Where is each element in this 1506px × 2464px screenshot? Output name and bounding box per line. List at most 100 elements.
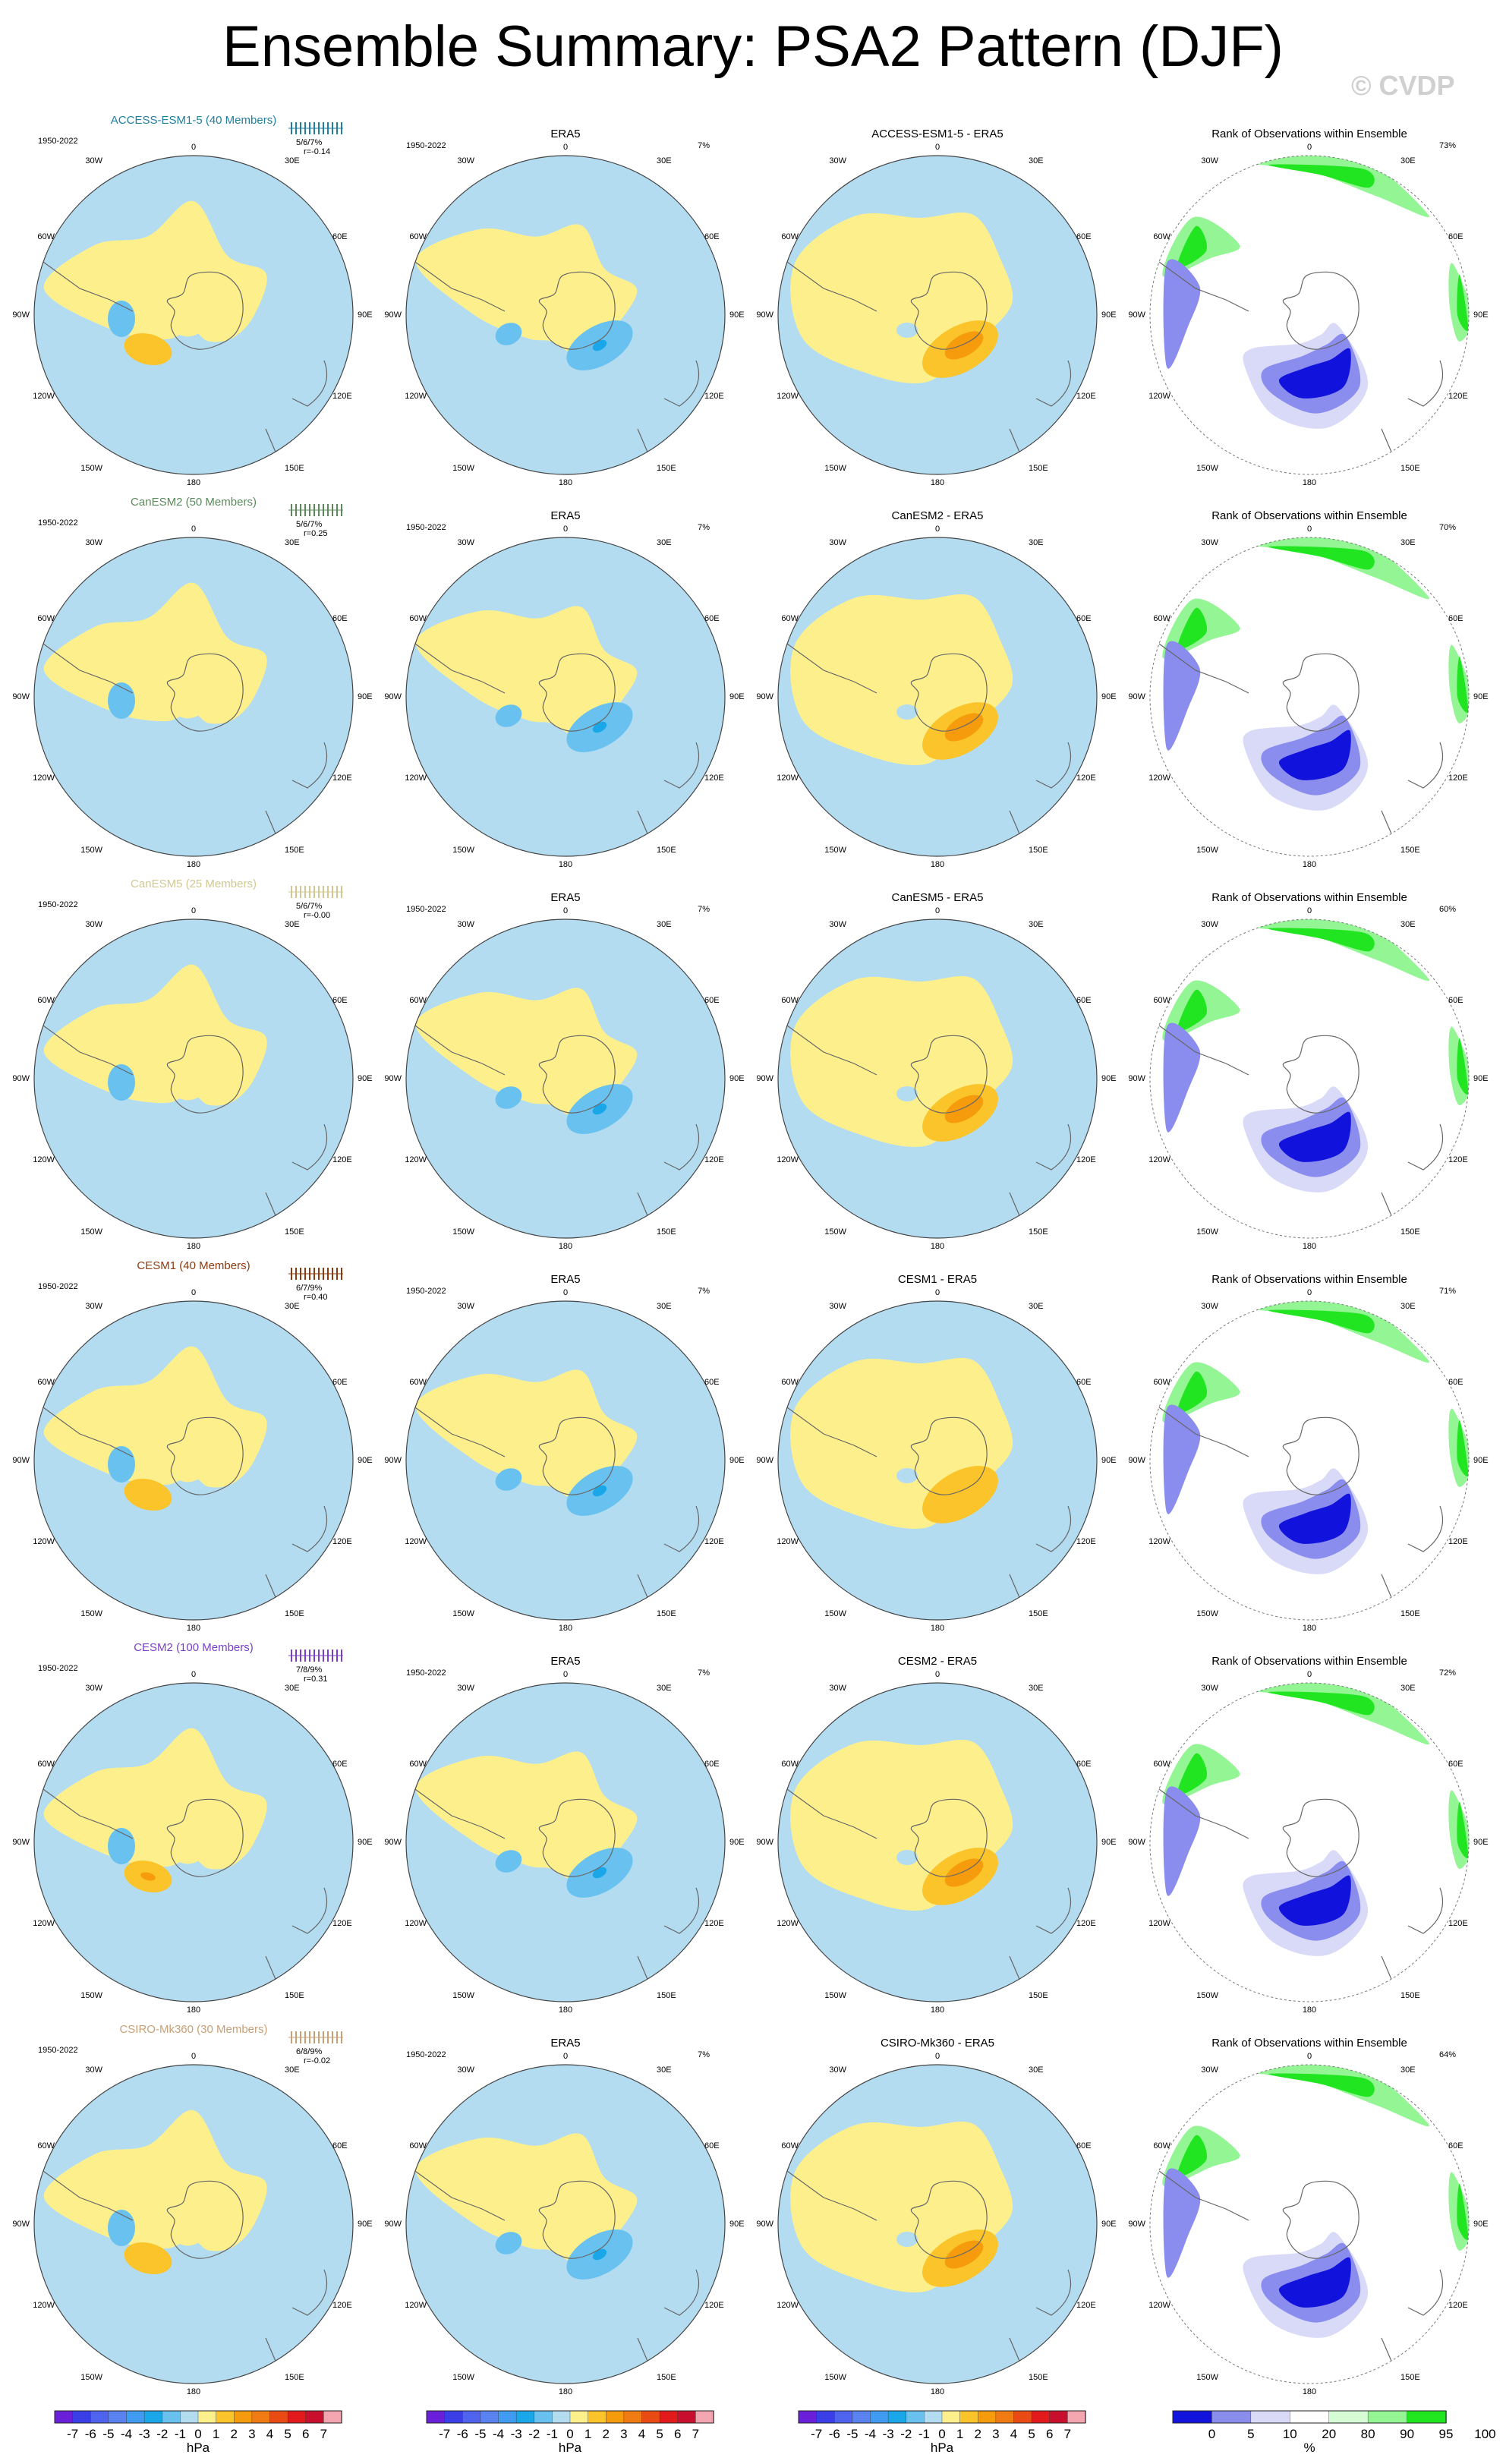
rank-field bbox=[1150, 1683, 1469, 2002]
longitude-label: 120W bbox=[1148, 1919, 1170, 1928]
colorbar-swatch bbox=[695, 2410, 714, 2424]
longitude-label: 30E bbox=[285, 2065, 300, 2075]
colorbar-tick-label: -6 bbox=[457, 2427, 468, 2441]
longitude-label: 60W bbox=[409, 614, 427, 623]
longitude-label: 90E bbox=[1101, 1456, 1117, 1465]
colorbar-swatch bbox=[126, 2410, 145, 2424]
colorbar-tick-label: 2 bbox=[603, 2427, 610, 2441]
rank-high-core bbox=[1457, 2183, 1469, 2240]
colorbar-swatch bbox=[108, 2410, 128, 2424]
pct-variance-label: 5/6/7% bbox=[296, 520, 322, 529]
positive-anomaly-region bbox=[157, 661, 228, 719]
negative-anomaly-core bbox=[495, 1086, 522, 1109]
colorbar-tick-label: -5 bbox=[846, 2427, 858, 2441]
colorbar-tick-label: -7 bbox=[67, 2427, 78, 2441]
map-boundary bbox=[777, 155, 1098, 475]
longitude-label: 30E bbox=[285, 1684, 300, 1693]
longitude-label: 90W bbox=[756, 692, 773, 701]
antarctica-coastline bbox=[910, 653, 988, 732]
longitude-label: 90W bbox=[384, 2220, 402, 2229]
australia-coastline bbox=[663, 1505, 700, 1552]
era5-panel: ERA5 1950-2022 7% 0 30W 30E 60W 60E 90W 90E 120W 12… bbox=[384, 891, 744, 1251]
new-zealand-coastline bbox=[1381, 1955, 1394, 1983]
south-america-coastline bbox=[409, 2166, 506, 2221]
colorbar-swatch bbox=[641, 2410, 660, 2424]
longitude-label: 90E bbox=[729, 1838, 745, 1847]
colorbar-swatch bbox=[1367, 2410, 1408, 2424]
colorbar-tick-label: 90 bbox=[1400, 2427, 1414, 2441]
longitude-label: 90W bbox=[1128, 1074, 1145, 1083]
colorbar-swatch bbox=[659, 2410, 679, 2424]
longitude-label: 60E bbox=[704, 2141, 720, 2150]
era5-panel-title: ERA5 bbox=[550, 509, 580, 522]
longitude-label: 60E bbox=[1076, 996, 1092, 1005]
rank-low-core bbox=[1278, 2257, 1351, 2308]
difference-panel: CanESM5 - ERA5 0 30W 30E 60W 60E 90W 90E 120W 120… bbox=[756, 891, 1116, 1251]
longitude-label: 90W bbox=[12, 692, 30, 701]
longitude-label: 60W bbox=[37, 614, 55, 623]
longitude-label: 90W bbox=[1128, 1838, 1145, 1847]
period-label: 1950-2022 bbox=[406, 1668, 446, 1678]
longitude-label: 90W bbox=[384, 1074, 402, 1083]
longitude-label: 90W bbox=[756, 1074, 773, 1083]
rank-panel-title: Rank of Observations within Ensemble bbox=[1211, 509, 1407, 522]
longitude-label: 30E bbox=[1029, 2065, 1044, 2075]
colorbar-tick-label: 2 bbox=[231, 2427, 238, 2441]
negative-anomaly-region bbox=[896, 704, 918, 720]
colorbar-swatch bbox=[852, 2410, 871, 2424]
longitude-label: 150W bbox=[1196, 846, 1218, 855]
longitude-label: 90E bbox=[358, 1456, 373, 1465]
longitude-label: 150W bbox=[1196, 2373, 1218, 2382]
longitude-label: 60E bbox=[704, 232, 720, 241]
map-boundary bbox=[1149, 2064, 1470, 2384]
longitude-label: 0 bbox=[191, 2052, 196, 2061]
longitude-label: 90W bbox=[12, 310, 30, 320]
longitude-label: 60W bbox=[1153, 1760, 1170, 1769]
antarctica-coastline bbox=[1282, 271, 1359, 350]
longitude-label: 60W bbox=[1153, 996, 1170, 1005]
rank-high-core bbox=[1177, 1371, 1208, 1413]
map-boundary bbox=[777, 537, 1098, 857]
colorbar-tick-label: -3 bbox=[511, 2427, 522, 2441]
positive-anomaly-core bbox=[922, 1466, 998, 1523]
pct-variance-label: 5/6/7% bbox=[296, 138, 322, 147]
period-label: 1950-2022 bbox=[38, 2046, 78, 2055]
longitude-label: 90E bbox=[1473, 692, 1489, 701]
member-spread-glyph bbox=[288, 1649, 343, 1662]
longitude-label: 120E bbox=[1448, 2301, 1468, 2310]
colorbar-swatch bbox=[251, 2410, 271, 2424]
colorbar-swatch bbox=[1049, 2410, 1069, 2424]
colorbar-tick-label: 4 bbox=[638, 2427, 645, 2441]
colorbar-frame bbox=[426, 2410, 714, 2424]
longitude-label: 60W bbox=[781, 1760, 799, 1769]
colorbar-unit: % bbox=[1303, 2440, 1315, 2455]
colorbar-swatch bbox=[498, 2410, 517, 2424]
new-zealand-coastline bbox=[265, 1574, 278, 1602]
rank-low-region bbox=[1163, 259, 1201, 369]
period-label: 1950-2022 bbox=[406, 905, 446, 914]
period-label: 1950-2022 bbox=[38, 137, 78, 146]
longitude-label: 180 bbox=[1303, 2387, 1316, 2396]
colorbar-tick-label: 7 bbox=[692, 2427, 699, 2441]
longitude-label: 90E bbox=[1473, 1838, 1489, 1847]
colorbar-swatch bbox=[90, 2410, 109, 2424]
australia-coastline bbox=[291, 2269, 328, 2316]
new-zealand-coastline bbox=[1009, 810, 1022, 838]
longitude-label: 30E bbox=[1029, 920, 1044, 929]
longitude-label: 30W bbox=[85, 920, 102, 929]
longitude-label: 150W bbox=[824, 2373, 846, 2382]
longitude-label: 120W bbox=[777, 774, 799, 783]
difference-panel-title: CanESM5 - ERA5 bbox=[892, 891, 984, 904]
period-label: 1950-2022 bbox=[38, 900, 78, 909]
colorbar-swatch bbox=[588, 2410, 606, 2424]
longitude-label: 180 bbox=[187, 478, 200, 487]
longitude-label: 30E bbox=[1400, 920, 1416, 929]
contour-field bbox=[778, 1683, 1097, 2002]
new-zealand-coastline bbox=[637, 810, 650, 838]
longitude-label: 90E bbox=[1473, 1456, 1489, 1465]
map-boundary bbox=[405, 918, 726, 1239]
longitude-label: 180 bbox=[1303, 2006, 1316, 2015]
longitude-label: 90E bbox=[1101, 310, 1117, 320]
member-spread-glyph bbox=[288, 1268, 343, 1280]
longitude-label: 120W bbox=[777, 2301, 799, 2310]
